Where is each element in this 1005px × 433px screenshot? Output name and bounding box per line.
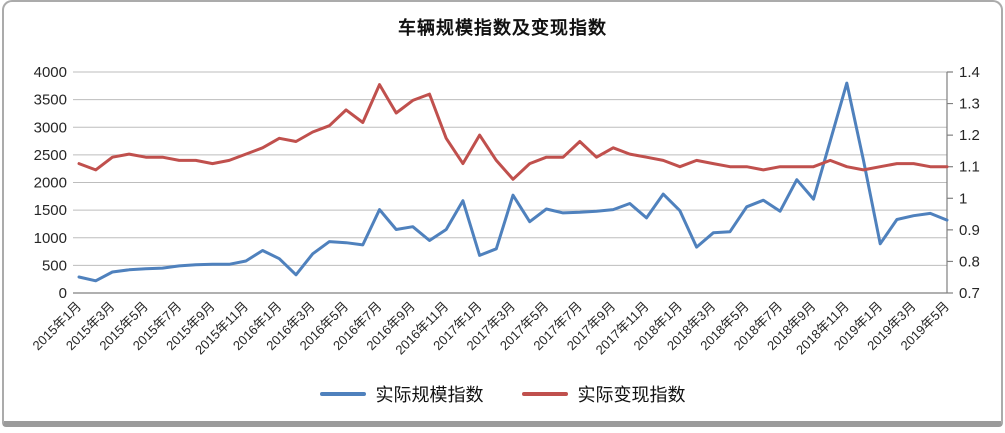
svg-text:1.2: 1.2: [959, 127, 980, 144]
legend-item-monetization-index: 实际变现指数: [521, 381, 686, 407]
svg-text:3500: 3500: [34, 92, 67, 109]
svg-text:4000: 4000: [34, 64, 67, 81]
svg-text:1: 1: [959, 190, 967, 207]
svg-text:2000: 2000: [34, 175, 67, 192]
svg-text:500: 500: [42, 257, 67, 274]
legend-item-scale-index: 实际规模指数: [319, 381, 484, 407]
svg-text:1.1: 1.1: [959, 159, 980, 176]
chart-legend: 实际规模指数 实际变现指数: [4, 381, 1001, 407]
svg-text:0: 0: [59, 285, 67, 302]
svg-text:1.3: 1.3: [959, 96, 980, 113]
svg-text:1000: 1000: [34, 230, 67, 247]
svg-text:0.7: 0.7: [959, 285, 980, 302]
svg-text:0.8: 0.8: [959, 253, 980, 270]
legend-label-scale-index: 实际规模指数: [375, 385, 484, 405]
svg-text:1500: 1500: [34, 202, 67, 219]
svg-text:1.4: 1.4: [959, 64, 980, 81]
line-chart-plot-area: 0 500 1000 1500 2000 2500 3000 3500 4000 0.7 0.8 0.…: [30, 64, 980, 358]
svg-text:3000: 3000: [34, 119, 67, 136]
svg-text:2500: 2500: [34, 147, 67, 164]
legend-label-monetization-index: 实际变现指数: [577, 385, 686, 405]
monetization-index-line-swatch: [521, 392, 568, 396]
scale-index-line-swatch: [319, 392, 366, 396]
chart-title: 车辆规模指数及变现指数: [398, 18, 607, 38]
svg-text:0.9: 0.9: [959, 222, 980, 239]
